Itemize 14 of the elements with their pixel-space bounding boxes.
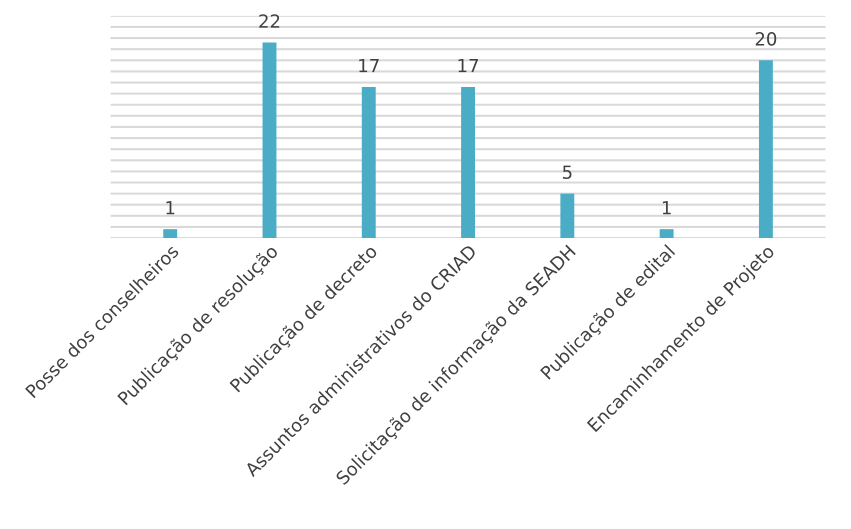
data-label: 17 (458, 58, 478, 72)
data-label: 20 (756, 32, 776, 46)
bar (560, 194, 574, 238)
data-label: 22 (259, 14, 280, 28)
data-label: 5 (562, 166, 572, 180)
data-label: 17 (359, 58, 379, 72)
data-label: 1 (166, 201, 174, 214)
bar (262, 42, 276, 238)
bar (461, 86, 475, 238)
bar (758, 60, 773, 238)
bar (163, 229, 178, 238)
data-label: 1 (662, 201, 671, 214)
bar (362, 86, 376, 238)
bar (660, 229, 674, 238)
